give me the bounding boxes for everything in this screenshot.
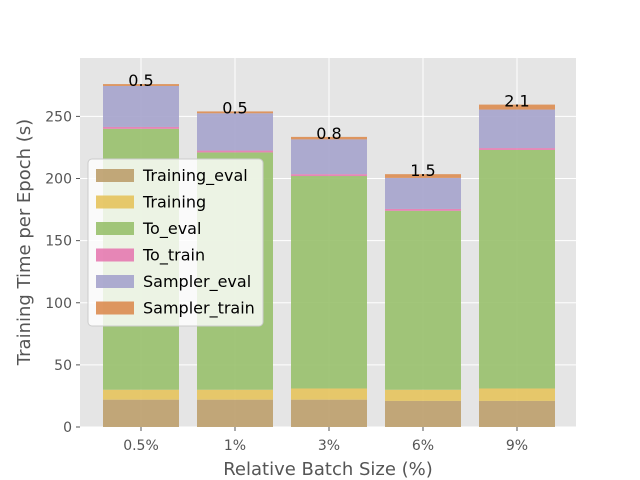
bar-segment-training-eval [385,400,461,427]
bar-segment-training [103,389,179,400]
bar-segment-sampler-eval [479,109,555,149]
bar-total-label: 2.1 [504,92,529,111]
bar-segment-sampler-train [291,136,367,140]
bar-segment-training [479,388,555,401]
bar-segment-to-train [291,174,367,177]
bar-segment-sampler-train [479,104,555,110]
bar-segment-training-eval [479,400,555,427]
bar-total-label: 1.5 [410,161,435,180]
y-tick-label: 100 [45,296,72,312]
bar-segment-to-train [197,150,273,153]
legend-label: Training_eval [142,166,248,186]
legend-swatch [96,222,134,235]
x-tick-label: 1% [224,438,246,454]
bar-total-label: 0.8 [316,124,341,143]
bar-segment-sampler-train [385,174,461,178]
bar-segment-sampler-eval [385,177,461,209]
legend-label: Sampler_eval [143,272,251,292]
x-tick-label: 9% [506,438,528,454]
bar-segment-sampler-eval [291,139,367,175]
legend-label: To_train [142,246,205,266]
bar-segment-to-eval [479,149,555,389]
x-axis-label: Relative Batch Size (%) [223,459,433,480]
legend-label: Training [142,193,206,212]
bar-segment-sampler-eval [103,85,179,127]
x-tick-label: 3% [318,438,340,454]
y-axis-ticks: 0 50 100 150 200 250 [45,109,80,436]
bar-segment-training-eval [291,399,367,427]
y-axis-label: Training Time per Epoch (s) [14,119,35,366]
bar-segment-training [385,389,461,401]
y-tick-label: 50 [54,358,72,374]
x-tick-label: 6% [412,438,434,454]
bar-segment-sampler-eval [197,113,273,151]
bar-segment-sampler-train [197,111,273,114]
legend-swatch [96,248,134,262]
bar-segment-to-train [479,148,555,150]
legend-label: To_eval [142,219,201,239]
legend-swatch [96,169,134,182]
legend-swatch [96,275,134,288]
bar-segment-to-eval [385,210,461,390]
bar-segment-training-eval [103,399,179,427]
bar-labels: 0.5 0.5 0.8 1.5 2.1 [128,71,529,180]
bar-segment-training [291,388,367,400]
bar-segment-sampler-train [103,84,179,86]
x-axis-ticks: 0.5% 1% 3% 6% 9% [123,427,528,454]
bar-segment-to-train [103,126,179,129]
legend-swatch [96,301,134,315]
y-tick-label: 0 [63,420,72,436]
x-tick-label: 0.5% [123,438,159,454]
bar-segment-to-eval [291,176,367,389]
legend-swatch [96,195,134,209]
bar-segment-training-eval [197,399,273,427]
legend-label: Sampler_train [143,299,255,319]
y-tick-label: 200 [45,172,72,188]
y-tick-label: 250 [45,109,72,125]
bar-segment-training [197,389,273,400]
bar-segment-to-train [385,208,461,211]
bar-total-label: 0.5 [222,98,247,117]
bar-total-label: 0.5 [128,71,153,90]
y-tick-label: 150 [45,234,72,250]
legend: Training_eval Training To_eval To_train Samp… [87,158,264,327]
